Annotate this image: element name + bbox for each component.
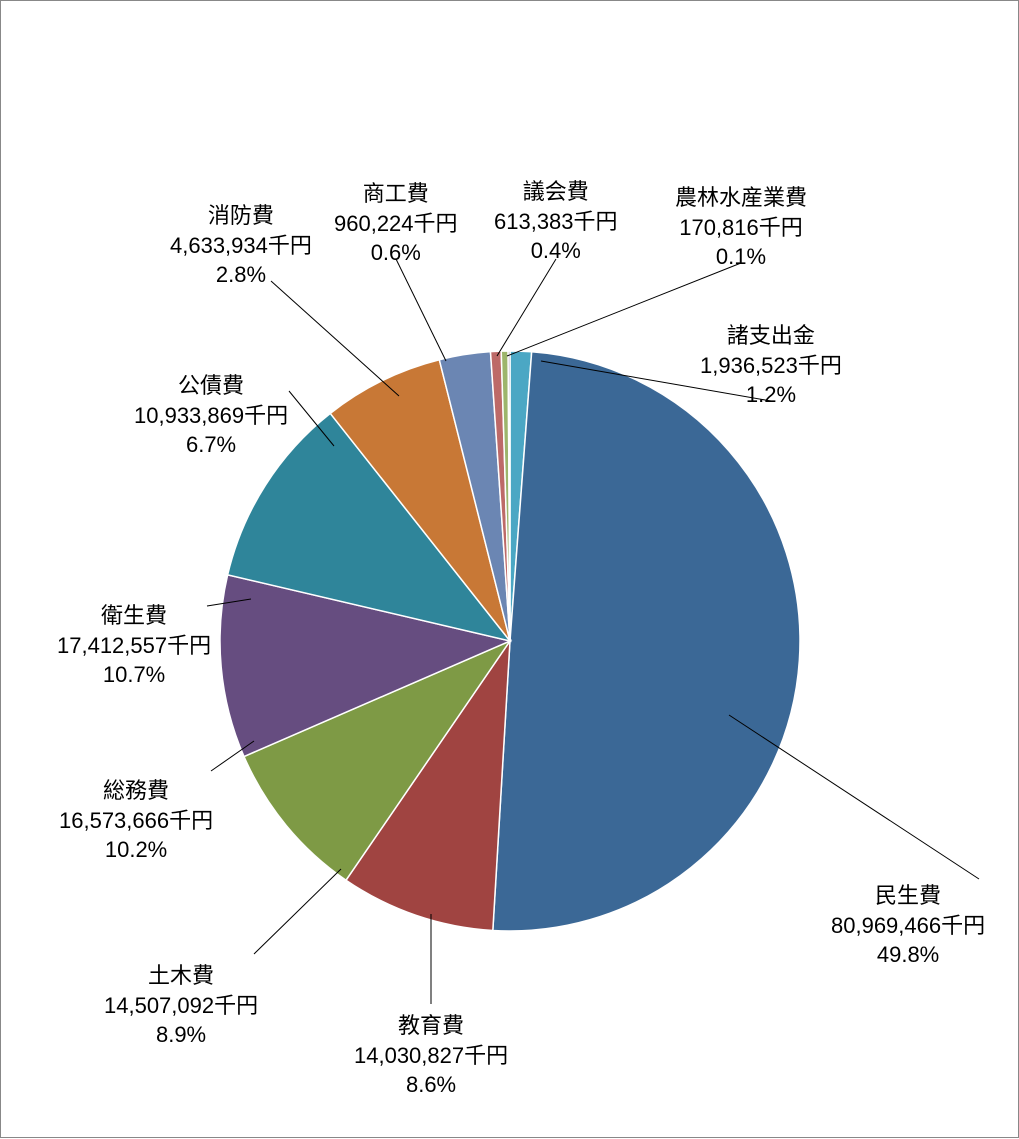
slice-label-name: 民生費	[831, 881, 985, 911]
slice-label-value: 170,816千円	[675, 213, 807, 243]
slice-label-name: 消防費	[170, 201, 312, 231]
slice-label-name: 公債費	[134, 371, 288, 401]
slice-label-value: 613,383千円	[494, 207, 618, 237]
slice-label-name: 衛生費	[57, 601, 211, 631]
slice-label: 総務費16,573,666千円10.2%	[59, 776, 213, 865]
slice-label: 民生費80,969,466千円49.8%	[831, 881, 985, 970]
slice-label-value: 960,224千円	[334, 209, 458, 239]
slice-label: 議会費613,383千円0.4%	[494, 177, 618, 266]
slice-label-value: 80,969,466千円	[831, 911, 985, 941]
slice-label-name: 商工費	[334, 179, 458, 209]
slice-label: 公債費10,933,869千円6.7%	[134, 371, 288, 460]
slice-label: 諸支出金1,936,523千円1.2%	[700, 321, 842, 410]
leader-line	[729, 715, 979, 879]
slice-label-percent: 0.4%	[494, 236, 618, 266]
slice-label-percent: 8.9%	[104, 1020, 258, 1050]
slice-label-value: 10,933,869千円	[134, 401, 288, 431]
slice-label-name: 土木費	[104, 961, 258, 991]
slice-label-value: 1,936,523千円	[700, 351, 842, 381]
slice-label: 土木費14,507,092千円8.9%	[104, 961, 258, 1050]
slice-label: 消防費4,633,934千円2.8%	[170, 201, 312, 290]
pie-slice	[493, 352, 800, 931]
leader-line	[254, 869, 341, 954]
slice-label-percent: 10.2%	[59, 835, 213, 865]
chart-frame: 民生費80,969,466千円49.8% 教育費14,030,827千円8.6% 土…	[0, 0, 1019, 1138]
slice-label-percent: 8.6%	[354, 1070, 508, 1100]
slice-label: 衛生費17,412,557千円10.7%	[57, 601, 211, 690]
slice-label-value: 17,412,557千円	[57, 631, 211, 661]
slice-label-name: 議会費	[494, 177, 618, 207]
slice-label-value: 14,030,827千円	[354, 1041, 508, 1071]
slice-label-value: 4,633,934千円	[170, 231, 312, 261]
slice-label: 商工費960,224千円0.6%	[334, 179, 458, 268]
slice-label-percent: 2.8%	[170, 260, 312, 290]
slice-label: 教育費14,030,827千円8.6%	[354, 1011, 508, 1100]
slice-label-percent: 6.7%	[134, 430, 288, 460]
slice-label: 農林水産業費170,816千円0.1%	[675, 183, 807, 272]
slice-label-value: 14,507,092千円	[104, 991, 258, 1021]
slice-label-percent: 49.8%	[831, 940, 985, 970]
slice-label-percent: 1.2%	[700, 380, 842, 410]
leader-line	[396, 259, 446, 361]
slice-label-name: 教育費	[354, 1011, 508, 1041]
slice-label-value: 16,573,666千円	[59, 806, 213, 836]
leader-line	[497, 259, 556, 356]
slice-label-name: 農林水産業費	[675, 183, 807, 213]
leader-line	[271, 281, 399, 396]
slice-label-percent: 0.1%	[675, 242, 807, 272]
slice-label-percent: 0.6%	[334, 238, 458, 268]
slice-label-name: 諸支出金	[700, 321, 842, 351]
slice-label-percent: 10.7%	[57, 660, 211, 690]
slice-label-name: 総務費	[59, 776, 213, 806]
